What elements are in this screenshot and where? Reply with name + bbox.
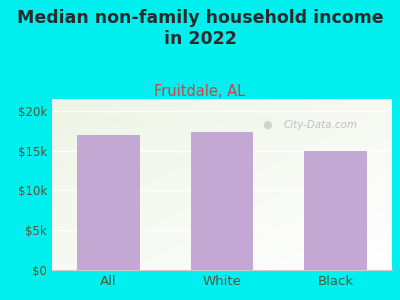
Text: Fruitdale, AL: Fruitdale, AL	[154, 84, 246, 99]
Text: ●: ●	[263, 120, 272, 130]
Bar	[191, 132, 253, 270]
Text: Median non-family household income
in 2022: Median non-family household income in 20…	[17, 9, 383, 48]
Bar	[304, 151, 366, 270]
Text: City-Data.com: City-Data.com	[283, 120, 357, 130]
Bar	[78, 135, 140, 270]
